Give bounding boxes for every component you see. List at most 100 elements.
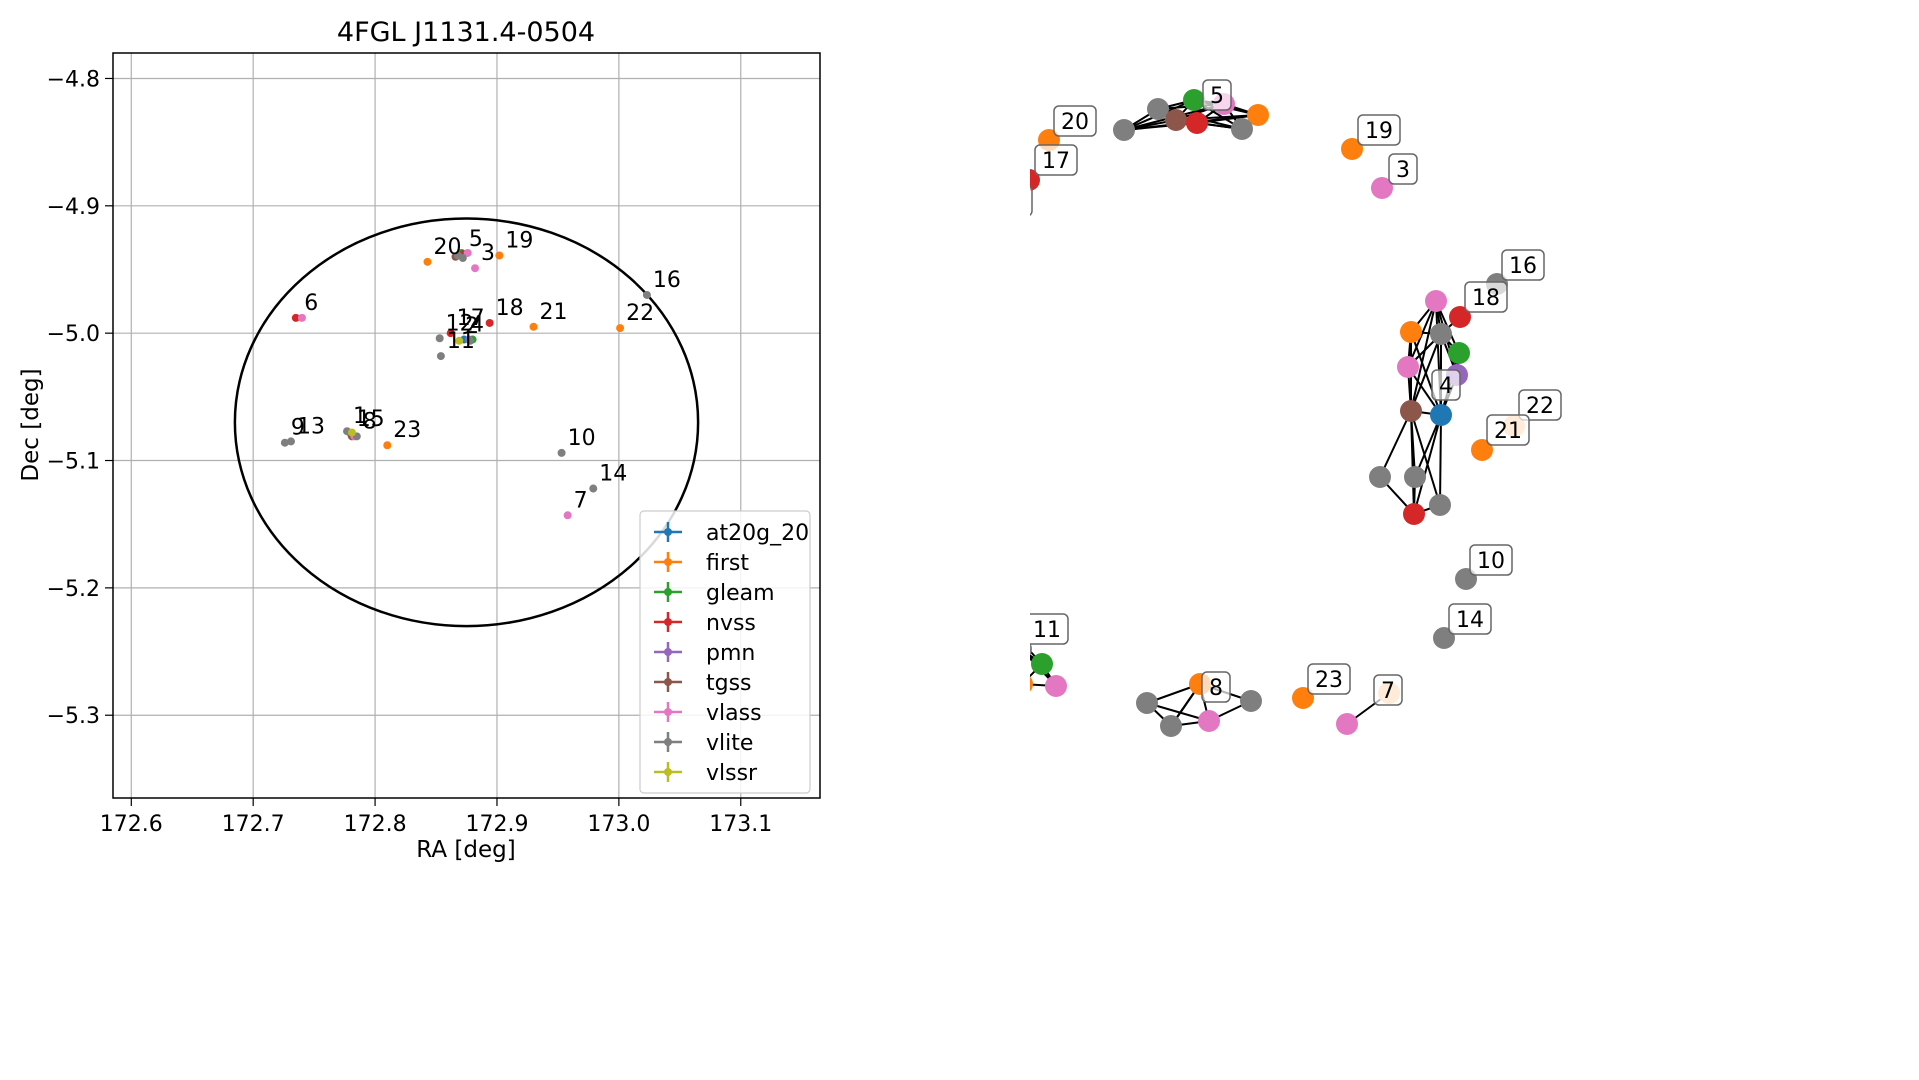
y-tick-label: −5.3	[47, 704, 100, 729]
label-box	[1486, 414, 1530, 446]
association-graph: 5201721936121618422211315911110148237	[1030, 79, 1562, 737]
point-first	[423, 257, 432, 266]
legend-box	[639, 510, 811, 794]
point-vlass	[297, 313, 306, 322]
graph-node	[1369, 466, 1391, 488]
graph-node	[1404, 466, 1426, 488]
legend-entry: vlite	[706, 731, 753, 756]
graph-node	[1371, 177, 1393, 199]
label-box	[1373, 674, 1403, 706]
graph-node-label: 4	[1431, 369, 1461, 401]
label-box	[1030, 613, 1069, 645]
label-box	[1357, 114, 1401, 146]
legend-entry: nvss	[706, 611, 756, 636]
label-box	[1053, 105, 1097, 137]
point-label: 19	[505, 228, 533, 253]
point-label: 6	[304, 291, 318, 316]
x-tick-label: 172.7	[222, 812, 285, 837]
legend-entry: vlass	[706, 701, 762, 726]
graph-node	[1429, 494, 1451, 516]
point-vlssr	[455, 336, 464, 345]
graph-node	[1186, 112, 1208, 134]
graph-edge	[1379, 410, 1412, 478]
graph-node	[1425, 290, 1447, 312]
graph-node	[1430, 404, 1452, 426]
point-label: 16	[653, 268, 681, 293]
graph-node	[1030, 642, 1032, 656]
point-vlite	[286, 437, 295, 446]
graph-node	[1165, 109, 1187, 131]
label-box	[1307, 663, 1351, 695]
graph-node	[1031, 653, 1053, 675]
graph-edges	[1030, 99, 1461, 727]
point-vlssr	[347, 428, 356, 437]
point-label: 7	[574, 488, 588, 513]
graph-node	[1341, 138, 1363, 160]
point-label: 13	[297, 414, 325, 439]
graph-node-label: 16	[1501, 249, 1545, 281]
legend-marker-dot	[664, 528, 672, 536]
legend-marker-dot	[664, 678, 672, 686]
legend-entry: pmn	[706, 641, 755, 666]
graph-node	[1160, 715, 1182, 737]
y-tick-label: −4.9	[47, 195, 100, 220]
x-tick-label: 172.6	[100, 812, 163, 837]
label-box	[1464, 281, 1508, 313]
point-nvss	[291, 313, 300, 322]
point-label: 2	[465, 314, 479, 339]
point-label: 8	[363, 409, 377, 434]
point-label: 14	[599, 462, 627, 487]
legend-entry: at20g_20	[706, 521, 809, 546]
point-first	[383, 441, 392, 450]
point-vlass	[563, 511, 572, 520]
legend-marker-dot	[664, 738, 672, 746]
point-vlite	[453, 251, 462, 260]
point-label: 22	[626, 301, 654, 326]
graph-edge	[1413, 414, 1442, 515]
graph-node	[1198, 710, 1220, 732]
graph-edge	[1439, 414, 1442, 506]
graph-node-label: 23	[1307, 663, 1351, 695]
point-label: 10	[568, 426, 596, 451]
label-text: 21	[1494, 419, 1522, 444]
data-points	[280, 248, 651, 520]
graph-node	[1400, 400, 1422, 422]
x-tick-label: 173.1	[709, 812, 772, 837]
legend-entry: first	[706, 551, 749, 576]
point-label: 18	[496, 296, 524, 321]
graph-node-label: 18	[1464, 281, 1508, 313]
graph-node	[1400, 321, 1422, 343]
point-vlite	[435, 334, 444, 343]
graph-edge	[1410, 333, 1442, 412]
label-box	[1469, 544, 1513, 576]
graph-node	[1136, 692, 1158, 714]
point-label: 9	[291, 416, 305, 441]
label-text: 16	[1509, 254, 1537, 279]
point-vlite	[436, 352, 445, 361]
point-vlite	[466, 336, 475, 345]
point-label: 23	[393, 418, 421, 443]
point-label: 15	[357, 407, 385, 432]
graph-node	[1397, 356, 1419, 378]
label-box	[1201, 671, 1231, 703]
graph-node-label: 3	[1388, 153, 1418, 185]
graph-node-label: 22	[1518, 389, 1562, 421]
label-text: 8	[1209, 676, 1223, 701]
label-text: 19	[1365, 119, 1393, 144]
legend-marker-dot	[664, 708, 672, 716]
label-box	[1034, 144, 1078, 176]
y-tick-label: −5.2	[47, 577, 100, 602]
label-text: 22	[1526, 394, 1554, 419]
graph-node	[1448, 342, 1470, 364]
point-vlite	[589, 484, 598, 493]
y-tick-label: −4.8	[47, 67, 100, 92]
graph-edge	[1410, 410, 1441, 506]
label-box	[1202, 79, 1232, 111]
point-label: 3	[481, 241, 495, 266]
point-first	[529, 322, 538, 331]
point-nvss	[446, 329, 455, 338]
label-box	[1448, 603, 1492, 635]
graph-node-label: 17	[1034, 144, 1078, 176]
point-vlite	[642, 290, 651, 299]
